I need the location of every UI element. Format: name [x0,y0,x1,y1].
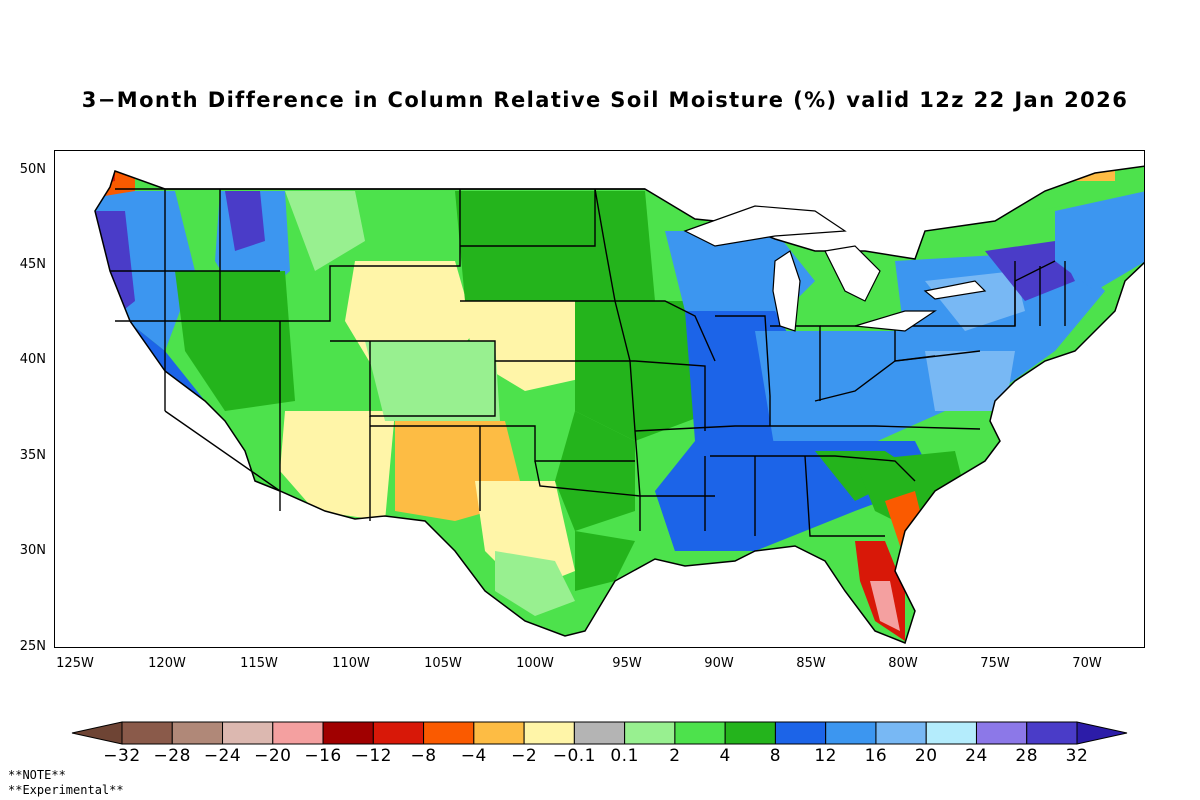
lat-label-50n: 50N [19,162,46,177]
colorbar-tick-label: −24 [203,746,242,766]
lat-label-25n: 25N [19,639,46,654]
colorbar-tick-label: 24 [965,746,988,766]
colorbar-cell [774,721,827,745]
colorbar-tick-label: −2 [511,746,538,766]
colorbar-tick-label: −0.1 [552,746,596,766]
colorbar-cell [975,721,1028,745]
colorbar-cell [674,721,726,745]
colorbar-cell [222,721,274,745]
colorbar-tick-label: −16 [304,746,342,766]
colorbar-tick-label: −20 [254,746,292,766]
great-lakes [683,205,987,332]
colorbar-cell [573,721,626,745]
soil-moisture-field [95,166,1144,643]
colorbar-tick-label: 28 [1015,746,1039,766]
colorbar-cell [523,721,575,745]
colorbar-tick-label: 12 [814,746,837,766]
colorbar-tick-label: 0.1 [610,746,639,766]
colorbar-cell [423,721,475,745]
lon-label-90w: 90W [704,656,734,671]
map-canvas [94,165,1144,644]
lat-label-40n: 40N [19,352,46,367]
colorbar-cell [875,721,927,745]
lon-label-120w: 120W [148,656,186,671]
experimental-label: **Experimental** [8,783,124,797]
colorbar-tick-label: 2 [669,746,681,766]
colorbar-left-arrow [71,721,123,745]
colorbar-tick-label: −32 [103,746,141,766]
lon-label-125w: 125W [56,656,94,671]
lon-label-70w: 70W [1072,656,1102,671]
colorbar-tick-label: −8 [410,746,437,766]
colorbar-tick-label: −12 [354,746,392,766]
colorbar-tick-label: 20 [914,746,938,766]
colorbar-tick-label: 32 [1065,746,1089,766]
colorbar-cell [925,721,977,745]
note-label: **NOTE** [8,768,66,782]
colorbar-cell [171,721,224,745]
colorbar-cell [624,721,676,745]
colorbar-tick-label: −28 [153,746,191,766]
colorbar-tick-label: −4 [460,746,487,766]
colorbar-cell [322,721,374,745]
colorbar-cell [272,721,324,745]
lon-label-80w: 80W [888,656,918,671]
colorbar-tick-label: 4 [719,746,731,766]
colorbar-cell [372,721,425,745]
lat-label-30n: 30N [19,543,46,558]
colorbar-cell [473,721,525,745]
lon-label-95w: 95W [612,656,642,671]
colorbar-cell [825,721,877,745]
colorbar-right-arrow [1076,721,1128,745]
map-title: 3−Month Difference in Column Relative So… [81,88,1129,112]
lat-label-35n: 35N [19,448,46,463]
colorbar-tick-label: 8 [769,746,782,766]
lon-label-110w: 110W [332,656,370,671]
lon-label-100w: 100W [516,656,554,671]
lat-label-45n: 45N [19,257,46,272]
colorbar-tick-label: 16 [864,746,888,766]
lon-label-85w: 85W [796,656,826,671]
colorbar-cell [121,721,173,745]
lon-label-105w: 105W [424,656,462,671]
colorbar-cell [724,721,776,745]
colorbar-cell [1026,721,1078,745]
lon-label-75w: 75W [980,656,1010,671]
lon-label-115w: 115W [240,656,278,671]
soil-moisture-map [54,150,1145,648]
state-borders [110,188,1066,537]
